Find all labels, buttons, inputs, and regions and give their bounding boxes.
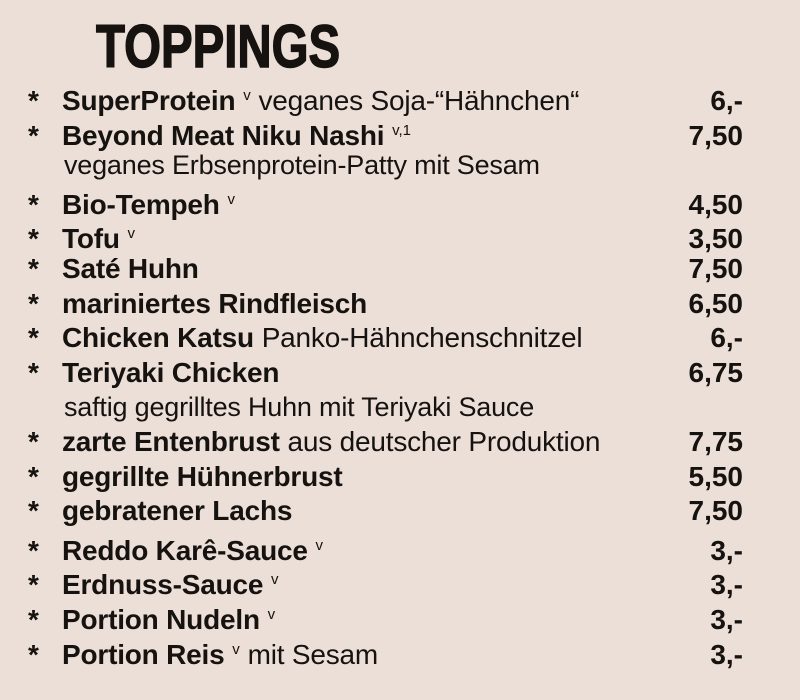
- asterisk-marker: *: [28, 322, 39, 354]
- vegan-superscript: v: [315, 536, 324, 554]
- item-text: Erdnuss-Sauce v: [62, 563, 673, 603]
- asterisk-marker: *: [28, 188, 39, 220]
- item-price: 6,75: [688, 356, 744, 388]
- item-name: SuperProtein: [62, 85, 236, 116]
- item-price: 7,50: [688, 119, 744, 151]
- asterisk-marker: *: [28, 603, 39, 635]
- item-text: Portion Nudeln v: [62, 598, 673, 638]
- item-description-line: veganes Erbsenprotein-Patty mit Sesam: [64, 150, 540, 181]
- page-title: TOPPINGS: [95, 13, 341, 80]
- item-price: 7,50: [688, 495, 744, 527]
- item-name: gebratener Lachs: [62, 495, 293, 527]
- item-price: 3,-: [710, 534, 743, 566]
- vegan-superscript: v: [127, 225, 136, 243]
- menu-item-row: * mariniertes Rindfleisch 6,50: [0, 287, 800, 322]
- item-text: gegrillte Hühnerbrust: [62, 460, 673, 495]
- item-name: Beyond Meat Niku Nashi: [62, 119, 385, 151]
- vegan-superscript: v,1: [392, 121, 412, 139]
- item-text: Beyond Meat Niku Nashi v,1: [62, 114, 673, 154]
- item-text: Teriyaki Chicken: [62, 356, 673, 391]
- item-text: mariniertes Rindfleisch: [62, 287, 673, 322]
- item-price: 5,50: [688, 460, 744, 492]
- vegan-superscript: v: [232, 640, 240, 658]
- item-price: 4,50: [688, 188, 744, 220]
- menu-item-row: * zarte Entenbrust aus deutscher Produkti…: [0, 425, 800, 460]
- asterisk-marker: *: [28, 85, 39, 116]
- item-text: zarte Entenbrust aus deutscher Produktio…: [62, 425, 673, 460]
- item-name: Saté Huhn: [62, 252, 199, 284]
- item-description-inline: Panko-Hähnchenschnitzel: [261, 322, 583, 354]
- item-name: Erdnuss-Sauce: [62, 569, 264, 601]
- menu-item-row: * Saté Huhn 7,50: [0, 252, 800, 287]
- item-price: 7,75: [688, 425, 744, 457]
- vegan-superscript: v: [271, 571, 279, 589]
- menu-item-row: * gebratener Lachs 7,50: [0, 494, 800, 529]
- asterisk-marker: *: [28, 223, 39, 255]
- menu-item-row: * Beyond Meat Niku Nashi v,1 7,50: [0, 114, 800, 151]
- item-name: Chicken Katsu: [62, 322, 254, 354]
- asterisk-marker: *: [28, 356, 39, 388]
- item-text: Chicken Katsu Panko-Hähnchenschnitzel: [62, 321, 673, 356]
- item-price: 3,50: [688, 223, 744, 255]
- item-text: Tofu v: [62, 217, 673, 257]
- asterisk-marker: *: [28, 569, 39, 601]
- menu-item-row: * SuperProtein v veganes Soja-“Hähnchen“ 6…: [0, 79, 800, 116]
- item-text: Saté Huhn: [62, 252, 673, 287]
- vegan-superscript: v: [227, 190, 235, 208]
- item-text: Bio-Tempeh v: [62, 183, 673, 223]
- menu-item-row: * Bio-Tempeh v 4,50: [0, 183, 800, 220]
- item-description-line: saftig gegrilltes Huhn mit Teriyaki Sauc…: [64, 392, 535, 423]
- menu-item-description-row: veganes Erbsenprotein-Patty mit Sesam: [0, 148, 800, 183]
- asterisk-marker: *: [28, 460, 39, 492]
- item-name: Portion Reis: [62, 638, 225, 670]
- item-description-inline: aus deutscher Produktion: [287, 425, 601, 457]
- item-text: Reddo Karê-Sauce v: [62, 529, 673, 569]
- menu-item-row: * gegrillte Hühnerbrust 5,50: [0, 460, 800, 495]
- item-price: 3,-: [710, 603, 743, 635]
- menu-item-row: * Portion Reis v mit Sesam 3,-: [0, 633, 800, 670]
- asterisk-marker: *: [28, 252, 39, 284]
- item-price: 6,-: [710, 322, 743, 354]
- item-price: 6,50: [688, 287, 744, 319]
- item-text: SuperProtein v veganes Soja-“Hähnchen“: [62, 79, 673, 119]
- asterisk-marker: *: [28, 534, 39, 566]
- item-text: gebratener Lachs: [62, 494, 673, 529]
- item-price: 3,-: [710, 569, 743, 601]
- item-text: Portion Reis v mit Sesam: [62, 633, 673, 673]
- vegan-superscript: v: [267, 605, 276, 623]
- asterisk-marker: *: [28, 119, 39, 151]
- menu-item-row: * Erdnuss-Sauce v 3,-: [0, 563, 800, 600]
- asterisk-marker: *: [28, 495, 39, 527]
- menu-item-row: * Teriyaki Chicken 6,75: [0, 356, 800, 391]
- asterisk-marker: *: [28, 287, 39, 319]
- menu-list: * SuperProtein v veganes Soja-“Hähnchen“ 6…: [0, 79, 800, 670]
- item-description-inline: mit Sesam: [247, 638, 379, 670]
- item-name: mariniertes Rindfleisch: [62, 287, 368, 319]
- menu-item-row: * Portion Nudeln v 3,-: [0, 598, 800, 635]
- menu-item-row: * Chicken Katsu Panko-Hähnchenschnitzel 6,…: [0, 321, 800, 356]
- asterisk-marker: *: [28, 638, 39, 670]
- vegan-superscript: v: [243, 87, 251, 104]
- item-name: Tofu: [62, 223, 120, 255]
- menu-item-description-row: saftig gegrilltes Huhn mit Teriyaki Sauc…: [0, 390, 800, 425]
- item-price: 7,50: [688, 252, 744, 284]
- item-name: Teriyaki Chicken: [62, 356, 280, 388]
- item-price: 6,-: [710, 85, 743, 116]
- item-name: Bio-Tempeh: [62, 188, 220, 220]
- item-name: zarte Entenbrust: [62, 425, 280, 457]
- item-name: Reddo Karê-Sauce: [62, 534, 308, 566]
- asterisk-marker: *: [28, 425, 39, 457]
- item-name: Portion Nudeln: [62, 603, 260, 635]
- menu-item-row: * Reddo Karê-Sauce v 3,-: [0, 529, 800, 566]
- item-price: 3,-: [710, 638, 743, 670]
- menu-item-row: * Tofu v 3,50: [0, 217, 800, 254]
- item-name: gegrillte Hühnerbrust: [62, 460, 343, 492]
- item-description-inline: veganes Soja-“Hähnchen“: [258, 85, 580, 116]
